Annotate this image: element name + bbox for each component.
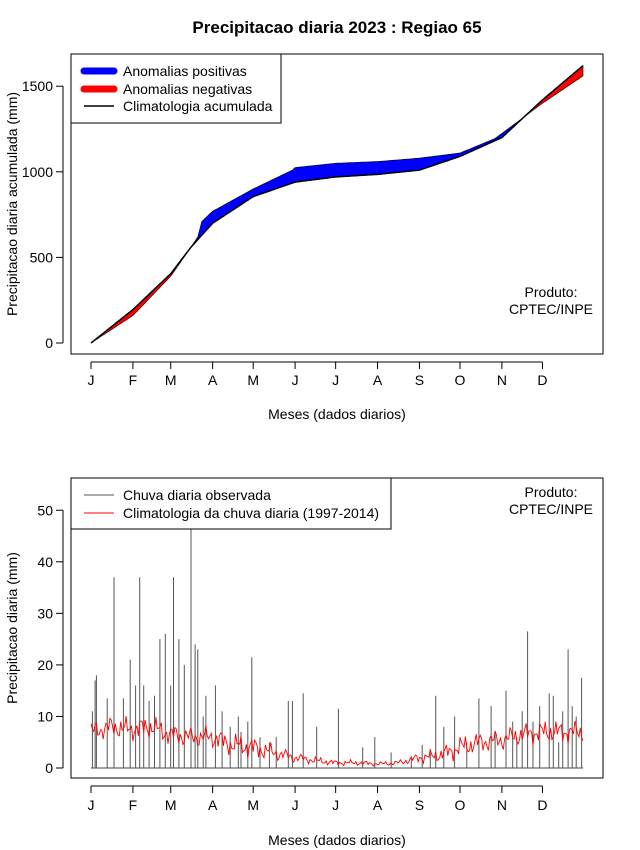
- legend-climatology-label: Climatologia acumulada: [123, 98, 273, 114]
- accumulated-ytick-label: 0: [45, 335, 53, 351]
- daily-legend-box: [70, 477, 392, 530]
- legend-daily-climatology-label: Climatologia da chuva diaria (1997-2014): [123, 505, 379, 521]
- daily-panel: 0 10 20 30 40 50 J F M A M J J A S O N D Precipitacao dia…: [4, 477, 604, 848]
- daily-product-source: CPTEC/INPE: [509, 501, 593, 517]
- daily-product-label: Produto:: [525, 484, 578, 500]
- daily-xtick-label: D: [537, 797, 547, 813]
- accumulated-ylabel: Precipitacao diaria acumulada (mm): [4, 92, 20, 316]
- accumulated-product-source: CPTEC/INPE: [509, 301, 593, 317]
- accumulated-xtick-label: S: [415, 372, 424, 388]
- daily-xtick-label: F: [129, 797, 138, 813]
- accumulated-xtick-label: A: [208, 372, 218, 388]
- daily-xtick-label: J: [88, 797, 95, 813]
- accumulated-xtick-label: D: [537, 372, 547, 388]
- accumulated-legend: Anomalias positivas Anomalias negativas …: [70, 53, 282, 124]
- negative-anomaly-area: [92, 248, 190, 343]
- daily-ytick-label: 0: [45, 760, 53, 776]
- daily-xtick-label: S: [415, 797, 424, 813]
- accumulated-plot-frame: [70, 53, 604, 355]
- daily-xtick-label: M: [165, 797, 177, 813]
- accumulated-xtick-label: M: [247, 372, 259, 388]
- accumulated-ytick-label: 1500: [22, 78, 53, 94]
- accumulated-ytick-label: 1000: [22, 164, 53, 180]
- accumulated-xtick-label: A: [373, 372, 383, 388]
- accumulated-xtick-label: J: [292, 372, 299, 388]
- daily-ytick-label: 10: [37, 708, 53, 724]
- daily-xtick-label: J: [292, 797, 299, 813]
- daily-legend: Chuva diaria observada Climatologia da c…: [70, 477, 392, 530]
- daily-ytick-label: 40: [37, 554, 53, 570]
- accumulated-xtick-label: M: [165, 372, 177, 388]
- accumulated-panel: 0 500 1000 1500 J F M A M J J A S O N D Precipitacao di…: [4, 53, 604, 422]
- accumulated-xtick-label: J: [88, 372, 95, 388]
- accumulated-ytick-label: 500: [30, 249, 54, 265]
- daily-xtick-label: M: [247, 797, 259, 813]
- daily-xtick-label: A: [208, 797, 218, 813]
- daily-ytick-label: 30: [37, 605, 53, 621]
- accumulated-xtick-label: O: [455, 372, 466, 388]
- daily-xtick-label: A: [373, 797, 383, 813]
- positive-anomaly-area: [192, 116, 524, 247]
- daily-climatology-line: [90, 716, 584, 767]
- accumulated-xtick-label: N: [497, 372, 507, 388]
- accumulated-product-label: Produto:: [525, 284, 578, 300]
- daily-ytick-label: 20: [37, 657, 53, 673]
- daily-xlabel: Meses (dados diarios): [268, 832, 406, 848]
- daily-xtick-label: N: [497, 797, 507, 813]
- accumulated-climatology-line: [90, 65, 584, 344]
- figure-title: Precipitacao diaria 2023 : Regiao 65: [192, 18, 481, 37]
- legend-observed-label: Chuva diaria observada: [123, 487, 271, 503]
- daily-ylabel: Precipitacao diaria (mm): [4, 552, 20, 704]
- daily-xtick-label: J: [332, 797, 339, 813]
- legend-negative-label: Anomalias negativas: [123, 81, 252, 97]
- accumulated-xlabel: Meses (dados diarios): [268, 406, 406, 422]
- accumulated-xtick-label: J: [332, 372, 339, 388]
- daily-ytick-label: 50: [37, 502, 53, 518]
- accumulated-xtick-label: F: [129, 372, 138, 388]
- legend-positive-label: Anomalias positivas: [123, 63, 247, 79]
- daily-xtick-label: O: [455, 797, 466, 813]
